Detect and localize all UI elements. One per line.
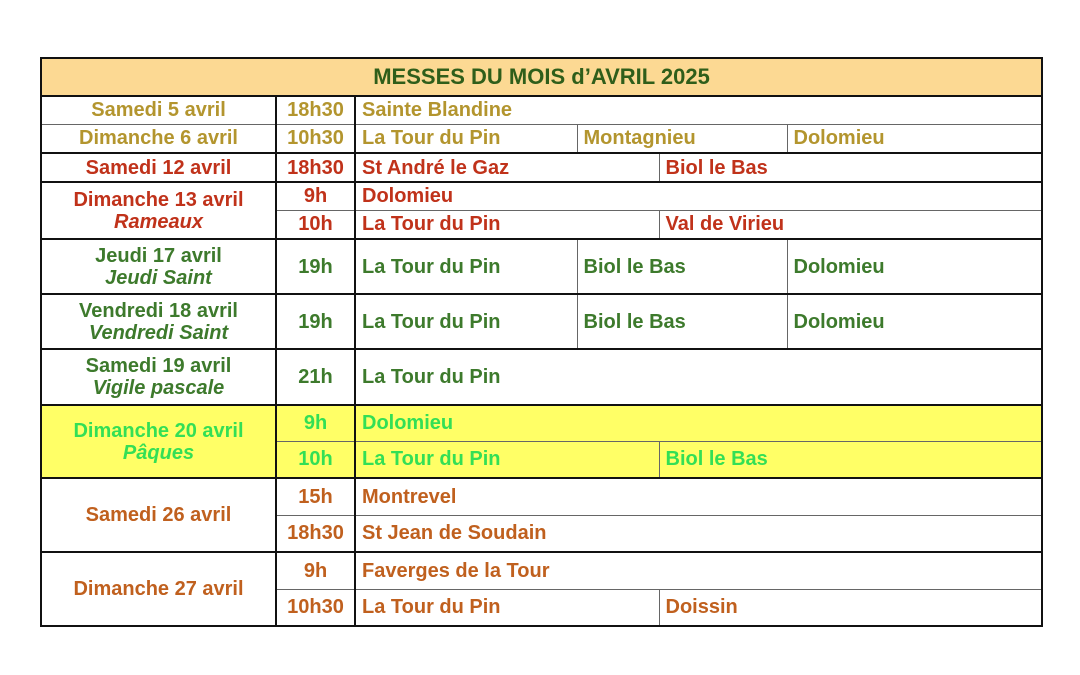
day-label: Samedi 19 avril — [85, 355, 232, 377]
feast-label: Vigile pascale — [92, 377, 225, 399]
time-cell: 21h — [275, 348, 356, 406]
time-cell: 9h — [275, 181, 356, 211]
day-cell: Samedi 12 avril — [40, 152, 277, 183]
table-row: Samedi 26 avril 15h Montrevel — [40, 477, 1043, 553]
place-cell: Sainte Blandine — [354, 95, 1043, 125]
table-row: 18h30 St Jean de Soudain — [41, 514, 1043, 553]
day-cell: Samedi 26 avril — [40, 477, 277, 553]
place-cell: Dolomieu — [786, 123, 1043, 154]
table-row: Dimanche 13 avril Rameaux 9h Dolomieu — [40, 181, 1043, 240]
time-cell: 19h — [275, 238, 356, 295]
time-cell: 9h — [275, 551, 356, 590]
time-cell: 18h30 — [275, 514, 356, 553]
day-cell: Samedi 5 avril — [40, 95, 277, 125]
day-cell: Dimanche 20 avril Pâques — [40, 404, 277, 479]
place-cell: La Tour du Pin — [354, 588, 660, 627]
mass-schedule-table: MESSES DU MOIS d’AVRIL 2025 Samedi 5 avr… — [40, 57, 1044, 627]
feast-label: Pâques — [122, 441, 195, 464]
time-cell: 18h30 — [275, 95, 356, 125]
place-cell: Biol le Bas — [658, 152, 1043, 183]
table-row: 10h La Tour du Pin Biol le Bas — [41, 440, 1043, 479]
day-cell: Samedi 19 avril Vigile pascale — [40, 348, 277, 406]
place-cell: Dolomieu — [786, 238, 1043, 295]
place-cell: Montrevel — [354, 477, 1043, 516]
place-cell: Dolomieu — [354, 181, 1043, 211]
place-cell: La Tour du Pin — [354, 293, 578, 350]
page-title: MESSES DU MOIS d’AVRIL 2025 — [40, 57, 1043, 97]
table-row: 10h La Tour du Pin Val de Virieu — [41, 209, 1043, 240]
place-cell: Biol le Bas — [576, 293, 788, 350]
place-cell: Dolomieu — [354, 404, 1043, 442]
place-cell: La Tour du Pin — [354, 440, 660, 479]
table-row: Vendredi 18 avril Vendredi Saint 19h La T… — [40, 293, 1043, 350]
feast-label: Rameaux — [114, 210, 203, 233]
time-cell: 10h30 — [275, 588, 356, 627]
day-cell: Jeudi 17 avril Jeudi Saint — [40, 238, 277, 295]
place-cell: St Jean de Soudain — [354, 514, 1043, 553]
day-label: Vendredi 18 avril — [79, 299, 238, 322]
day-cell: Dimanche 27 avril — [40, 551, 277, 627]
day-cell: Dimanche 13 avril Rameaux — [40, 181, 277, 240]
place-cell: La Tour du Pin — [354, 348, 1043, 406]
time-cell: 19h — [275, 293, 356, 350]
time-cell: 10h30 — [275, 123, 356, 154]
table-row: Samedi 5 avril 18h30 Sainte Blandine — [40, 95, 1043, 125]
place-cell: Dolomieu — [786, 293, 1043, 350]
time-cell: 18h30 — [275, 152, 356, 183]
table-row: 10h30 La Tour du Pin Doissin — [41, 588, 1043, 627]
time-cell: 10h — [275, 209, 356, 240]
time-cell: 15h — [275, 477, 356, 516]
day-cell: Dimanche 6 avril — [40, 123, 277, 154]
table-row: Samedi 12 avril 18h30 St André le Gaz Bi… — [40, 152, 1043, 183]
place-cell: Biol le Bas — [576, 238, 788, 295]
place-cell: Faverges de la Tour — [354, 551, 1043, 590]
place-cell: Montagnieu — [576, 123, 788, 154]
place-cell: Doissin — [658, 588, 1043, 627]
place-cell: La Tour du Pin — [354, 209, 660, 240]
feast-label: Vendredi Saint — [88, 321, 229, 344]
feast-label: Jeudi Saint — [105, 266, 212, 289]
day-label: Jeudi 17 avril — [95, 244, 222, 267]
table-row: Jeudi 17 avril Jeudi Saint 19h La Tour du… — [40, 238, 1043, 295]
time-cell: 9h — [275, 404, 356, 442]
table-row: Dimanche 6 avril 10h30 La Tour du Pin Mo… — [40, 123, 1043, 154]
day-label: Dimanche 20 avril — [73, 419, 244, 442]
table-row: Dimanche 20 avril Pâques 9h Dolomieu — [40, 404, 1043, 479]
time-cell: 10h — [275, 440, 356, 479]
place-cell: La Tour du Pin — [354, 238, 578, 295]
table-row: Samedi 19 avril Vigile pascale 21h La Tou… — [40, 348, 1043, 406]
day-label: Dimanche 13 avril — [73, 188, 244, 211]
place-cell: Biol le Bas — [658, 440, 1043, 479]
place-cell: St André le Gaz — [354, 152, 660, 183]
table-row: Dimanche 27 avril 9h Faverges de la Tour — [40, 551, 1043, 627]
place-cell: Val de Virieu — [658, 209, 1043, 240]
place-cell: La Tour du Pin — [354, 123, 578, 154]
day-cell: Vendredi 18 avril Vendredi Saint — [40, 293, 277, 350]
